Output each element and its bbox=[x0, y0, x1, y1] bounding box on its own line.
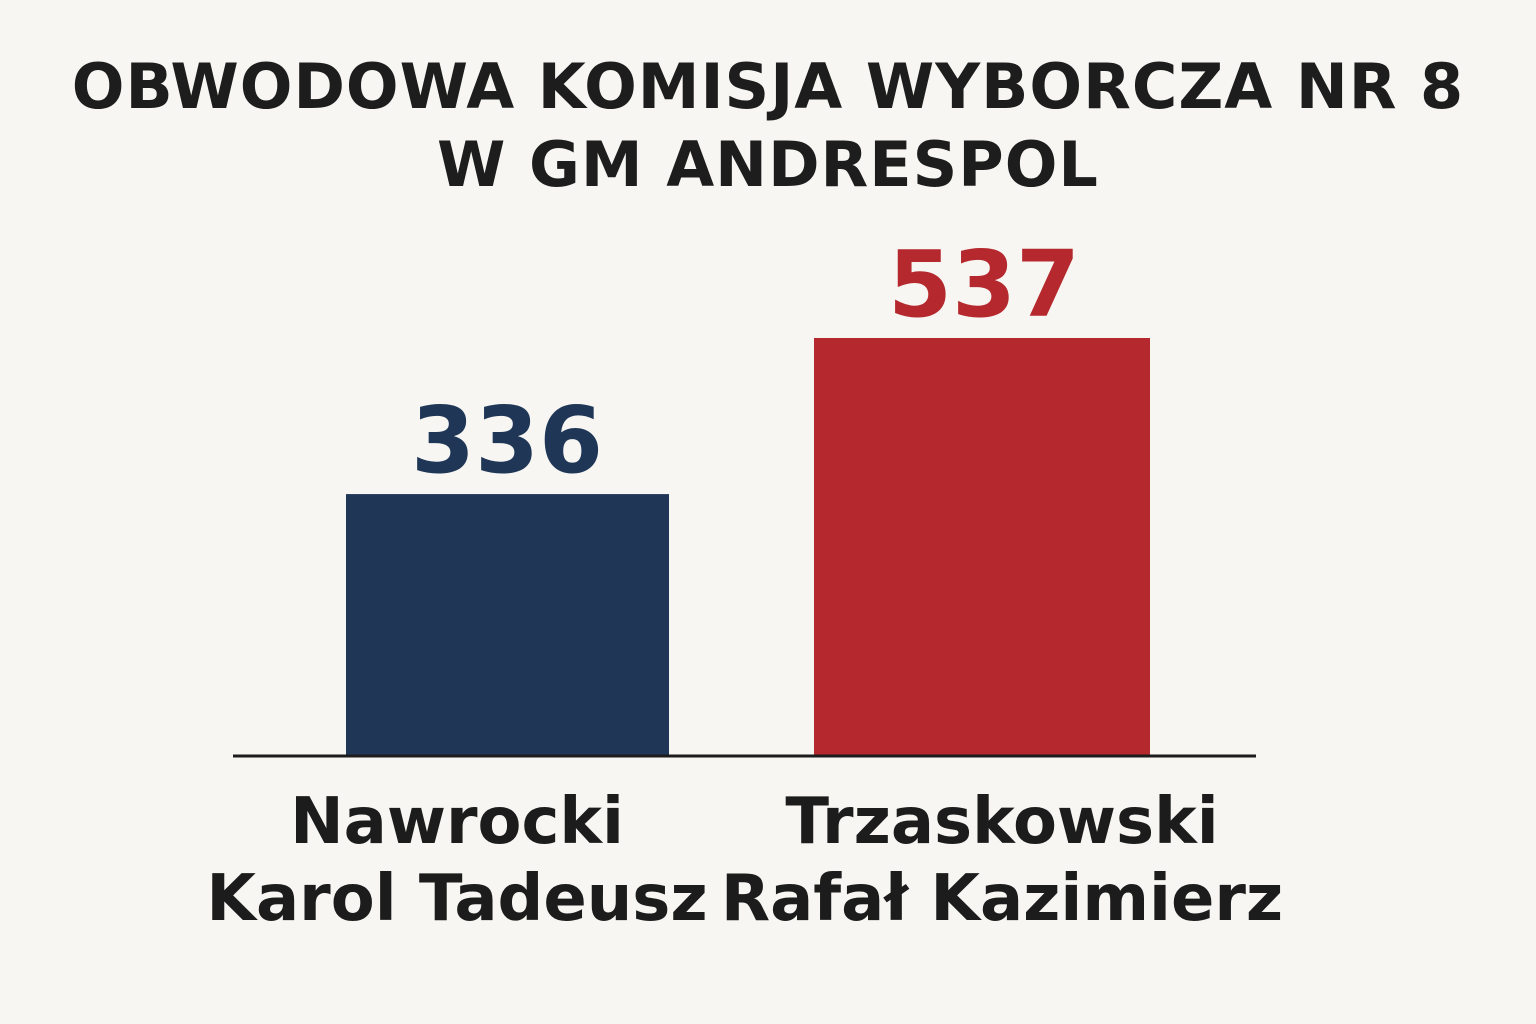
chart-title-line-1: OBWODOWA KOMISJA WYBORCZA NR 8 bbox=[71, 50, 1465, 123]
chart-title-line-2: W GM ANDRESPOL bbox=[437, 128, 1099, 201]
bar-2 bbox=[814, 338, 1150, 755]
category-label-1-line-1: Nawrocki bbox=[290, 785, 624, 859]
category-label-2-line-2: Rafał Kazimierz bbox=[721, 862, 1283, 936]
bar-1 bbox=[346, 494, 669, 755]
chart-title: OBWODOWA KOMISJA WYBORCZA NR 8 W GM ANDR… bbox=[0, 48, 1536, 204]
category-label-2-line-1: Trzaskowski bbox=[785, 785, 1218, 859]
data-label-2: 537 bbox=[888, 231, 1080, 338]
data-label-1: 336 bbox=[411, 387, 603, 494]
category-label-1-line-2: Karol Tadeusz bbox=[206, 862, 707, 936]
